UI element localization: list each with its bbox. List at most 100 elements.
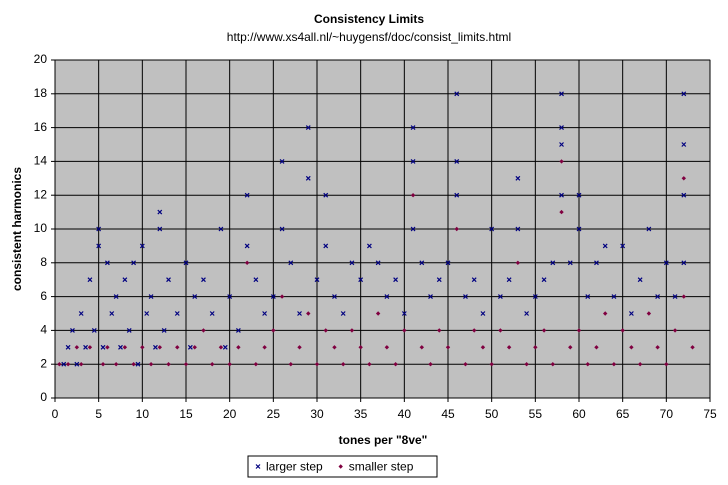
- legend-label: larger step: [266, 460, 323, 474]
- y-tick-label: 18: [34, 86, 48, 100]
- point: [161, 327, 167, 333]
- point: [366, 243, 372, 249]
- point: [497, 294, 503, 300]
- point: [419, 260, 425, 266]
- point: [314, 277, 320, 283]
- point: [559, 192, 564, 198]
- point: [305, 125, 311, 131]
- point: [463, 294, 468, 300]
- point: [681, 294, 686, 299]
- point: [358, 277, 364, 283]
- point: [646, 311, 652, 316]
- point: [96, 243, 102, 249]
- point: [454, 91, 460, 97]
- y-tick-label: 10: [34, 221, 48, 235]
- point: [454, 158, 460, 164]
- point: [585, 294, 591, 300]
- point: [157, 209, 163, 215]
- point: [532, 294, 538, 300]
- point: [166, 362, 171, 367]
- point: [655, 294, 661, 300]
- point: [646, 226, 652, 232]
- point: [135, 361, 141, 367]
- point: [157, 226, 163, 232]
- point: [174, 311, 180, 316]
- point: [222, 344, 228, 350]
- point: [454, 192, 460, 198]
- point: [515, 175, 521, 181]
- point: [463, 362, 468, 367]
- point: [279, 158, 285, 164]
- point: [218, 226, 224, 232]
- x-tick-label: 0: [52, 407, 59, 421]
- point: [375, 260, 381, 266]
- point: [594, 260, 599, 266]
- point: [436, 277, 442, 283]
- point: [541, 328, 547, 333]
- point: [506, 345, 512, 350]
- point: [91, 327, 97, 333]
- x-tick-label: 75: [703, 407, 717, 421]
- point: [655, 345, 660, 350]
- point: [489, 362, 494, 367]
- point: [183, 260, 189, 266]
- point: [65, 344, 71, 350]
- point: [401, 311, 407, 316]
- point: [262, 311, 268, 316]
- point: [83, 344, 88, 350]
- point: [192, 294, 198, 300]
- point: [585, 362, 590, 367]
- point: [515, 260, 521, 265]
- point: [100, 362, 106, 367]
- point: [524, 362, 529, 367]
- point: [472, 328, 477, 333]
- point: [358, 345, 363, 350]
- point: [183, 362, 189, 367]
- point: [235, 327, 241, 333]
- legend-marker: [255, 464, 261, 469]
- point: [271, 328, 276, 333]
- point: [297, 345, 302, 350]
- point: [288, 260, 294, 266]
- point: [332, 294, 337, 300]
- point: [122, 277, 128, 283]
- point: [244, 260, 250, 265]
- point: [576, 192, 582, 198]
- point: [471, 277, 477, 283]
- point: [201, 277, 206, 283]
- x-tick-label: 25: [267, 407, 281, 421]
- point: [393, 362, 398, 367]
- y-tick-label: 6: [40, 289, 47, 303]
- point: [454, 226, 459, 232]
- x-tick-label: 55: [529, 407, 543, 421]
- point: [113, 362, 119, 367]
- x-tick-label: 20: [223, 407, 237, 421]
- point: [244, 243, 250, 249]
- point: [437, 328, 442, 333]
- point: [113, 294, 119, 300]
- point: [576, 328, 582, 333]
- point: [166, 277, 171, 283]
- point: [602, 243, 608, 249]
- point: [96, 226, 102, 232]
- point: [332, 345, 337, 350]
- point: [681, 260, 687, 266]
- point: [279, 226, 285, 232]
- point: [122, 345, 128, 350]
- x-tick-label: 70: [660, 407, 674, 421]
- point: [681, 176, 686, 181]
- point: [480, 311, 486, 316]
- point: [611, 362, 617, 367]
- point: [533, 345, 538, 350]
- y-tick-label: 4: [40, 323, 47, 337]
- x-tick-label: 35: [354, 407, 368, 421]
- point: [175, 345, 180, 350]
- chart-subtitle: http://www.xs4all.nl/~huygensf/doc/consi…: [227, 30, 511, 44]
- point: [559, 159, 564, 164]
- point: [187, 344, 193, 350]
- y-tick-label: 12: [34, 187, 48, 201]
- point: [690, 345, 695, 350]
- legend-marker: [338, 464, 343, 469]
- point: [74, 345, 80, 350]
